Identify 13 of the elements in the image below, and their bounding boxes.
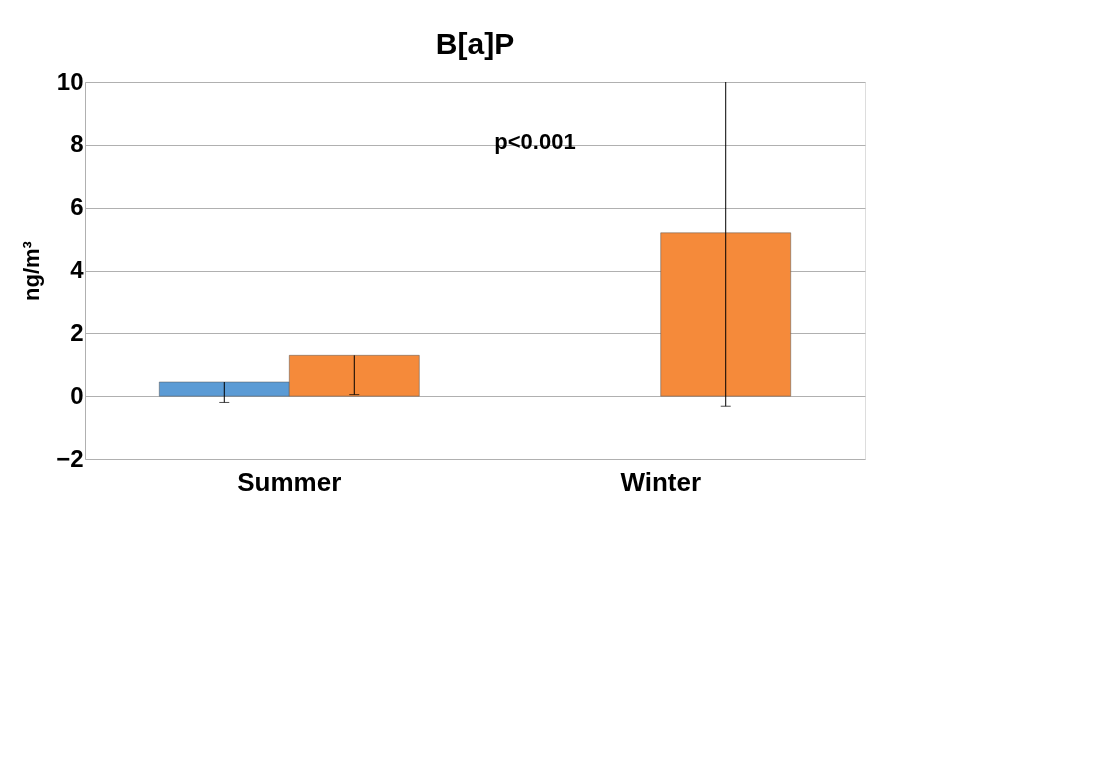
y-tick-label: 10 [56, 67, 84, 95]
annotation: p<0.001 [494, 129, 576, 154]
x-tick-label: Winter [620, 466, 702, 497]
bar [660, 232, 791, 397]
y-axis-title: ng/m³ [19, 241, 45, 301]
y-tick-label: 2 [70, 318, 84, 346]
y-tick-label: 0 [70, 381, 84, 409]
chart-title: B[a]P [435, 27, 515, 60]
y-tick-label: 8 [70, 130, 84, 158]
x-tick-label: Summer [237, 466, 342, 497]
y-tick-label: 4 [70, 256, 85, 283]
y-tick-label: 6 [70, 193, 84, 221]
y-tick-label: −2 [56, 444, 84, 472]
